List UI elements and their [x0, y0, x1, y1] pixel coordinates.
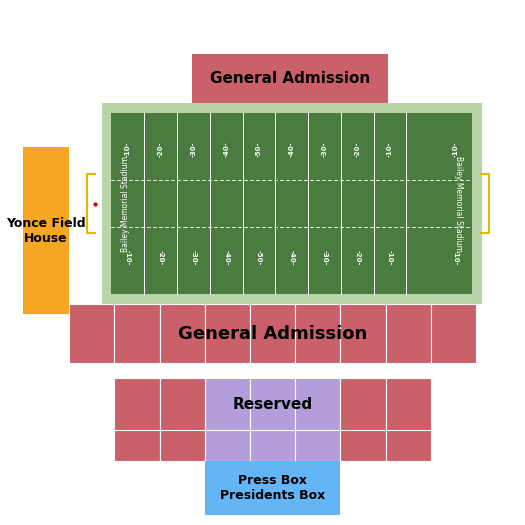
- Bar: [160, 429, 205, 461]
- Bar: [385, 377, 431, 432]
- Text: -40-: -40-: [289, 250, 295, 266]
- Text: -30-: -30-: [321, 142, 328, 157]
- Bar: [431, 304, 476, 363]
- Bar: [250, 304, 295, 363]
- Text: -10-: -10-: [453, 250, 459, 266]
- Text: -20-: -20-: [158, 142, 164, 157]
- Bar: [295, 304, 340, 363]
- Bar: [114, 304, 160, 363]
- Text: -30-: -30-: [321, 250, 328, 266]
- Bar: [205, 461, 340, 515]
- Text: Bailey Memorial Stadium: Bailey Memorial Stadium: [121, 156, 130, 251]
- Text: -30-: -30-: [191, 250, 196, 266]
- Text: -10-: -10-: [453, 142, 459, 157]
- Bar: [114, 377, 160, 432]
- Bar: [295, 429, 340, 461]
- Bar: [205, 304, 250, 363]
- Text: -20-: -20-: [158, 250, 164, 266]
- Bar: [340, 429, 385, 461]
- Text: -10-: -10-: [125, 142, 131, 157]
- Text: -40-: -40-: [289, 141, 295, 157]
- Text: Press Box
Presidents Box: Press Box Presidents Box: [220, 474, 325, 502]
- Text: General Admission: General Admission: [209, 71, 370, 86]
- Bar: [385, 429, 431, 461]
- Text: -10-: -10-: [125, 250, 131, 266]
- Text: -40-: -40-: [223, 141, 229, 157]
- Bar: [250, 429, 295, 461]
- Bar: [69, 304, 114, 363]
- Bar: [114, 429, 160, 461]
- Text: -50-: -50-: [256, 142, 262, 157]
- Text: -20-: -20-: [354, 142, 360, 157]
- Bar: [340, 304, 385, 363]
- Bar: [340, 377, 385, 432]
- Text: Bailey Memorial Stadium: Bailey Memorial Stadium: [454, 156, 463, 251]
- Text: -10-: -10-: [387, 142, 393, 157]
- Text: Reserved: Reserved: [233, 397, 313, 412]
- Bar: [101, 103, 482, 304]
- Bar: [160, 377, 205, 432]
- Text: -40-: -40-: [223, 250, 229, 266]
- Text: -10-: -10-: [387, 250, 393, 266]
- Bar: [205, 429, 250, 461]
- Bar: [385, 304, 431, 363]
- Bar: [205, 377, 250, 432]
- Text: General Admission: General Admission: [178, 324, 367, 343]
- Bar: [295, 377, 340, 432]
- Text: -50-: -50-: [256, 250, 262, 266]
- Bar: [111, 113, 472, 295]
- Bar: [23, 148, 69, 314]
- Text: -30-: -30-: [191, 142, 196, 157]
- Bar: [192, 54, 388, 103]
- Text: Yonce Field
House: Yonce Field House: [6, 217, 86, 245]
- Bar: [250, 377, 295, 432]
- Text: -20-: -20-: [354, 250, 360, 266]
- Bar: [160, 304, 205, 363]
